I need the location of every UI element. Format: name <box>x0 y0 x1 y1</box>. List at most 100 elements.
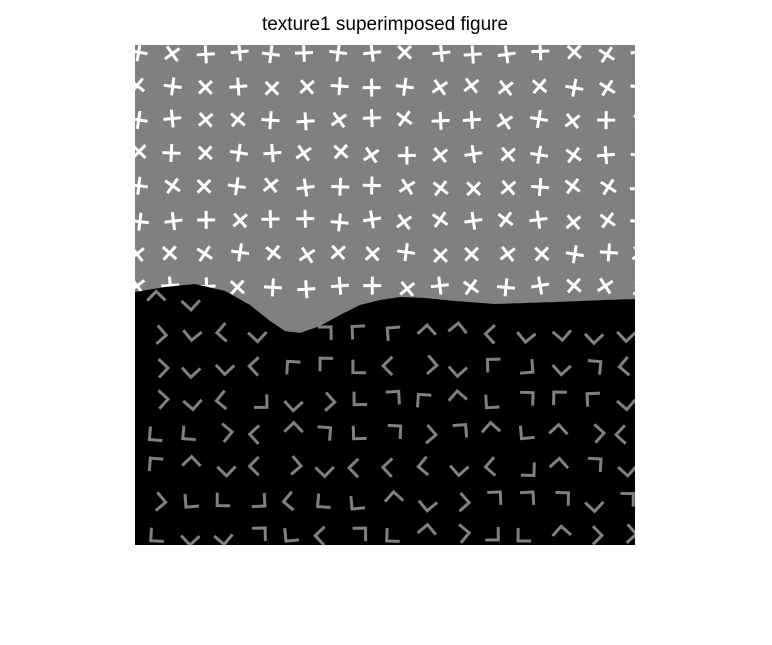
corner-glyph <box>552 390 567 406</box>
corner-glyph <box>520 462 536 478</box>
cross-glyph <box>565 214 582 231</box>
corner-glyph <box>484 394 500 410</box>
corner-glyph <box>385 325 401 342</box>
cross-glyph <box>362 108 381 128</box>
cross-glyph <box>534 246 550 262</box>
cross-glyph <box>135 45 148 62</box>
cross-glyph <box>396 110 413 127</box>
cross-glyph <box>363 276 382 295</box>
corner-glyph <box>613 424 627 445</box>
cross-glyph <box>362 78 381 97</box>
cross-glyph <box>161 245 178 261</box>
corner-glyph <box>520 490 536 506</box>
cross-glyph <box>431 211 449 228</box>
corner-glyph <box>416 455 430 477</box>
cross-glyph <box>196 178 212 194</box>
cross-glyph <box>227 177 246 196</box>
corner-glyph <box>146 289 167 302</box>
cross-glyph <box>531 177 550 197</box>
cross-glyph <box>599 243 618 262</box>
cross-glyph <box>630 145 635 165</box>
corner-glyph <box>587 456 603 473</box>
cross-glyph <box>329 45 348 62</box>
cross-glyph <box>462 278 480 296</box>
corner-glyph <box>548 456 570 470</box>
cross-glyph <box>564 177 581 195</box>
cross-glyph <box>364 246 381 262</box>
corner-glyph <box>155 324 169 345</box>
cross-glyph <box>395 77 414 96</box>
cross-glyph <box>330 213 349 232</box>
cross-glyph <box>135 110 148 130</box>
corner-glyph <box>616 398 635 412</box>
cross-glyph <box>531 78 548 95</box>
corner-glyph <box>290 455 304 476</box>
cross-glyph <box>261 111 280 130</box>
cross-glyph <box>135 212 150 231</box>
corner-glyph <box>520 390 535 406</box>
corner-glyph <box>625 523 635 544</box>
cross-glyph <box>230 243 250 262</box>
cross-glyph <box>432 147 449 164</box>
cross-glyph <box>135 176 148 195</box>
cross-glyph <box>399 280 416 297</box>
lower-texture-region <box>135 284 635 545</box>
corner-glyph <box>247 331 268 344</box>
corner-glyph <box>387 423 403 440</box>
cross-glyph <box>497 79 514 97</box>
cross-glyph <box>466 181 482 197</box>
corner-glyph <box>214 363 236 377</box>
corner-glyph <box>216 465 237 478</box>
cross-glyph <box>463 77 480 94</box>
cross-glyph <box>330 244 346 261</box>
cross-glyph <box>398 178 416 196</box>
corner-glyph <box>485 357 501 373</box>
corner-glyph <box>180 299 201 312</box>
cross-glyph <box>565 146 582 164</box>
texture-image <box>135 45 635 545</box>
cross-glyph <box>162 143 181 163</box>
cross-glyph <box>564 112 581 130</box>
cross-glyph <box>362 146 380 164</box>
corner-glyph <box>417 499 439 513</box>
cross-glyph <box>229 77 248 96</box>
cross-glyph <box>330 111 348 129</box>
cross-glyph <box>362 210 382 229</box>
corner-glyph <box>247 455 260 477</box>
cross-glyph <box>230 45 249 61</box>
corner-glyph <box>415 392 432 408</box>
corner-glyph <box>380 355 394 377</box>
corner-glyph <box>180 366 202 380</box>
cross-glyph <box>433 248 449 263</box>
corner-glyph <box>221 422 235 443</box>
corner-glyph <box>157 358 171 379</box>
cross-glyph <box>135 245 145 262</box>
cross-glyph <box>362 176 381 195</box>
cross-glyph <box>264 80 280 96</box>
cross-glyph <box>299 79 315 95</box>
cross-glyph <box>497 211 514 228</box>
cross-glyph <box>566 277 582 294</box>
cross-glyph <box>296 112 315 131</box>
cross-glyph <box>330 276 350 295</box>
cross-glyph <box>397 45 413 60</box>
corner-glyph <box>324 391 337 412</box>
cross-glyph <box>197 111 214 128</box>
cross-glyph <box>230 111 246 128</box>
cross-glyph <box>464 144 483 164</box>
cross-glyph <box>599 211 616 229</box>
cross-glyph <box>600 178 617 196</box>
corner-glyph <box>183 494 200 509</box>
cross-glyph <box>432 180 449 197</box>
corner-glyph <box>149 527 164 543</box>
cross-glyph <box>197 145 213 161</box>
cross-glyph <box>297 280 316 299</box>
corner-glyph <box>351 425 367 441</box>
cross-glyph <box>529 109 549 129</box>
corner-glyph <box>587 359 603 375</box>
cross-glyph <box>261 210 280 229</box>
cross-glyph <box>496 113 514 130</box>
corner-glyph <box>447 320 468 335</box>
corner-glyph <box>555 490 571 506</box>
cross-glyph <box>566 45 582 60</box>
